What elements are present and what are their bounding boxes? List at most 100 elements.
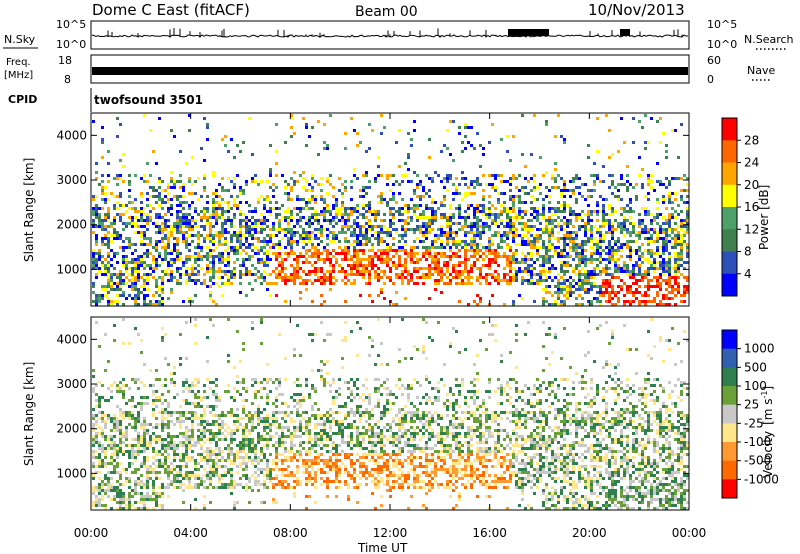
velocity-cell [164,465,167,468]
velocity-cell [143,426,146,429]
power-cell [641,294,644,297]
power-cell [95,177,98,180]
power-cell [104,228,107,231]
velocity-cell [167,444,170,447]
power-cell [326,180,329,183]
power-cell [680,255,683,258]
velocity-cell [92,429,95,432]
power-cell [581,243,584,246]
power-cell [104,270,107,273]
power-cell [527,270,530,273]
power-cell [218,252,221,255]
cpid-label: CPID [8,93,37,106]
power-cell [404,228,407,231]
power-cell [614,252,617,255]
velocity-cell [191,450,194,453]
power-cell [650,261,653,264]
power-cell [371,255,374,258]
power-cell [677,264,680,267]
power-cell [338,177,341,180]
power-cell [434,246,437,249]
power-cell [470,276,473,279]
power-cell [104,258,107,261]
power-cell [401,180,404,183]
power-cell [674,294,677,297]
power-cell [158,225,161,228]
power-cell [350,207,353,210]
power-cell [632,222,635,225]
power-cell [542,303,545,306]
power-cell [512,216,515,219]
power-cell [275,267,278,270]
velocity-cell [119,423,122,426]
power-cell [422,255,425,258]
power-cell [563,270,566,273]
velocity-cell [134,426,137,429]
power-cell [224,282,227,285]
power-cell [626,300,629,303]
velocity-cell [110,453,113,456]
power-cell [227,258,230,261]
power-cell [509,222,512,225]
power-cell [314,234,317,237]
power-cell [320,210,323,213]
velocity-cell [179,363,182,366]
velocity-cell [182,477,185,480]
velocity-cell [98,441,101,444]
power-cell [533,246,536,249]
power-cell [608,258,611,261]
power-cell [428,228,431,231]
power-cell [344,180,347,183]
power-cell [206,210,209,213]
velocity-cell [113,465,116,468]
power-cell [470,264,473,267]
power-cell [635,282,638,285]
power-cell [509,225,512,228]
velocity-cell [203,486,206,489]
power-cell [503,210,506,213]
power-cell [455,234,458,237]
power-cell [461,240,464,243]
power-cell [92,300,95,303]
power-cell [179,282,182,285]
power-cell [341,207,344,210]
power-cell [368,204,371,207]
power-cell [338,210,341,213]
power-cell [170,288,173,291]
power-cell [284,258,287,261]
power-cell [464,258,467,261]
velocity-cell [152,462,155,465]
velocity-cell [104,465,107,468]
power-cell [425,267,428,270]
power-cell [212,210,215,213]
power-cell [395,180,398,183]
power-cell [464,234,467,237]
power-cell [587,204,590,207]
velocity-cell [128,399,131,402]
velocity-cell [119,483,122,486]
power-cell [443,144,446,147]
power-cell [623,243,626,246]
power-cell [581,219,584,222]
velocity-cell [197,390,200,393]
power-cell [662,228,665,231]
velocity-cell [155,426,158,429]
power-cell [356,234,359,237]
velocity-cell [164,459,167,462]
power-cell [266,255,269,258]
power-cell [437,261,440,264]
velocity-cell [191,429,194,432]
power-cell [488,237,491,240]
power-cell [515,252,518,255]
power-cell [131,288,134,291]
velocity-cell [92,387,95,390]
power-cell [629,270,632,273]
power-cell [377,213,380,216]
power-cell [254,180,257,183]
velocity-cell [188,438,191,441]
power-cell [611,183,614,186]
power-cell [524,222,527,225]
power-cell [572,249,575,252]
power-cell [251,153,254,156]
power-cell [167,201,170,204]
